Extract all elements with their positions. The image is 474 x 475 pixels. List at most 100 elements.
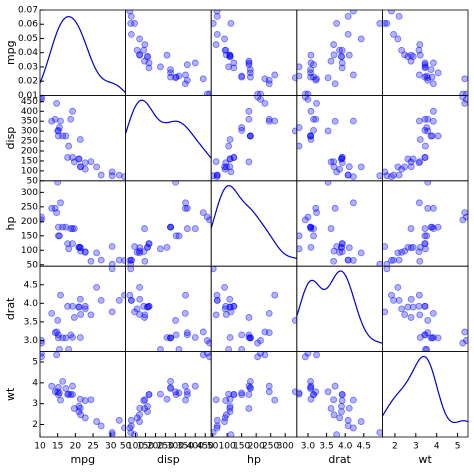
x-tick-label: 200 [248, 442, 265, 452]
point [121, 173, 126, 181]
point [67, 225, 75, 232]
point [225, 142, 233, 150]
point [77, 247, 85, 255]
point [167, 66, 174, 74]
point [227, 168, 235, 176]
y-tick-label: 150 [21, 231, 38, 241]
density-line [382, 355, 468, 424]
point [296, 245, 303, 253]
panel-frame [381, 351, 469, 438]
x-tick-label: 200 [147, 442, 164, 452]
point [307, 51, 315, 59]
point [81, 159, 89, 167]
point [331, 117, 339, 125]
point [145, 240, 153, 248]
x-tick-label: 3.0 [301, 442, 316, 452]
point [181, 80, 189, 88]
point [415, 46, 423, 54]
point [429, 309, 437, 317]
point [81, 305, 89, 313]
point [246, 73, 254, 81]
y-axis-label: hp [4, 217, 17, 231]
y-tick-label: 400 [21, 107, 38, 117]
point [191, 334, 199, 341]
y-tick-label: 3.5 [24, 317, 38, 327]
point [230, 154, 238, 161]
x-tick-label: 450 [197, 442, 214, 452]
point [324, 180, 332, 186]
point [421, 331, 429, 339]
point [121, 257, 126, 264]
point [304, 351, 312, 357]
point [141, 225, 148, 232]
point [245, 391, 253, 398]
point [245, 382, 253, 390]
point [313, 209, 320, 217]
point [424, 115, 432, 123]
point [424, 74, 432, 82]
point [261, 99, 269, 107]
point [423, 345, 431, 352]
point [40, 213, 45, 221]
point [230, 302, 238, 310]
point [427, 66, 435, 74]
point [163, 243, 171, 251]
point [310, 391, 317, 399]
x-tick-label: 3.5 [319, 442, 333, 452]
point [213, 296, 221, 304]
point [344, 30, 352, 38]
point [338, 53, 345, 60]
point [136, 35, 143, 43]
point [307, 66, 314, 74]
point [212, 396, 220, 404]
point [48, 117, 56, 125]
point [141, 314, 148, 321]
point [404, 303, 412, 311]
panel [296, 95, 383, 181]
point [338, 64, 346, 72]
point [87, 158, 95, 165]
point [261, 328, 269, 336]
point [157, 390, 164, 398]
point [62, 223, 70, 231]
point [338, 402, 345, 410]
point [77, 411, 85, 419]
point [390, 171, 397, 179]
panel [296, 10, 383, 96]
point [212, 311, 220, 319]
point [304, 90, 312, 96]
point [401, 163, 409, 171]
point [67, 115, 75, 123]
point [382, 308, 389, 316]
point [338, 240, 346, 248]
point [261, 75, 269, 83]
point [121, 291, 126, 299]
point [416, 311, 424, 319]
point [203, 337, 211, 344]
x-axis-label: drat [328, 453, 351, 466]
point [344, 256, 352, 264]
point [376, 260, 383, 267]
panel-frame [381, 9, 469, 96]
point [48, 382, 56, 390]
point [398, 46, 406, 54]
point [407, 163, 415, 171]
point [221, 163, 228, 171]
point [349, 71, 357, 79]
point [407, 225, 415, 232]
density-line [40, 16, 126, 94]
point [296, 63, 303, 71]
point [246, 132, 254, 140]
panel-frame [296, 265, 383, 353]
point [230, 64, 238, 72]
point [434, 132, 442, 140]
point [415, 159, 423, 167]
point [145, 64, 153, 72]
x-tick-label: 250 [262, 442, 279, 452]
point [213, 12, 221, 20]
point [238, 331, 246, 339]
panel [126, 351, 212, 438]
point [62, 132, 70, 140]
point [324, 388, 332, 396]
point [382, 243, 389, 250]
